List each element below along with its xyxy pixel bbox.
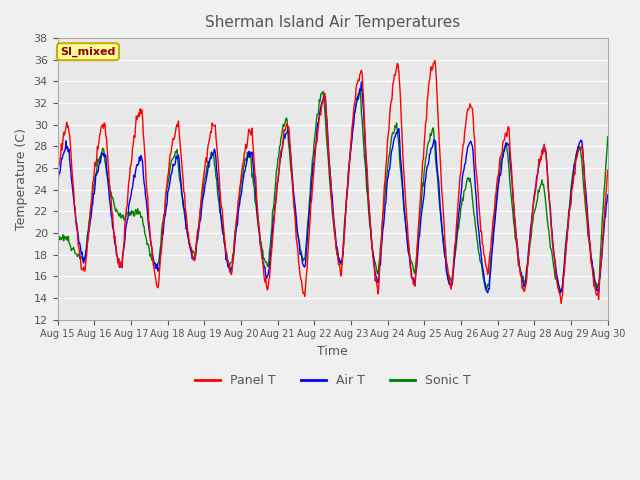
Sonic T — [417, 206, 424, 212]
Air T — [358, 79, 365, 84]
Sonic T — [557, 290, 564, 296]
Panel T — [604, 167, 612, 173]
Title: Sherman Island Air Temperatures: Sherman Island Air Temperatures — [205, 15, 460, 30]
Sonic T — [120, 217, 128, 223]
Air T — [604, 192, 612, 198]
Panel T — [176, 140, 184, 145]
Air T — [63, 144, 71, 150]
Line: Panel T: Panel T — [58, 60, 608, 303]
Air T — [176, 169, 184, 175]
Air T — [120, 244, 128, 250]
Sonic T — [54, 239, 61, 245]
Line: Air T: Air T — [58, 82, 608, 293]
Air T — [54, 179, 61, 185]
Sonic T — [604, 134, 612, 140]
Panel T — [120, 239, 128, 244]
X-axis label: Time: Time — [317, 345, 348, 358]
Sonic T — [63, 238, 71, 243]
Air T — [417, 223, 424, 228]
Sonic T — [205, 164, 213, 170]
Air T — [401, 206, 408, 212]
Text: SI_mixed: SI_mixed — [60, 47, 116, 57]
Panel T — [416, 206, 424, 212]
Sonic T — [176, 178, 184, 184]
Panel T — [431, 58, 438, 63]
Air T — [484, 290, 492, 296]
Line: Sonic T: Sonic T — [58, 88, 608, 293]
Panel T — [557, 300, 565, 306]
Panel T — [399, 163, 407, 169]
Y-axis label: Temperature (C): Temperature (C) — [15, 128, 28, 230]
Sonic T — [356, 85, 364, 91]
Panel T — [63, 124, 71, 130]
Panel T — [54, 178, 61, 184]
Sonic T — [401, 209, 408, 215]
Legend: Panel T, Air T, Sonic T: Panel T, Air T, Sonic T — [190, 370, 476, 392]
Air T — [205, 159, 213, 165]
Panel T — [205, 138, 213, 144]
